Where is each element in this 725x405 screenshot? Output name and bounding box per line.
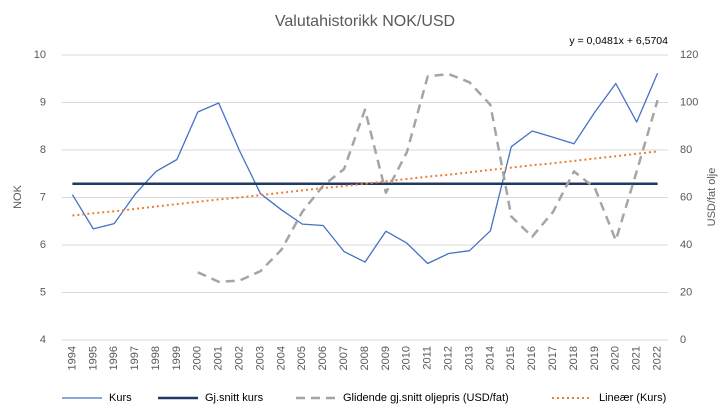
y-tick-label: 7	[40, 191, 46, 203]
x-tick-label: 2006	[317, 346, 329, 370]
x-tick-label: 2000	[192, 346, 204, 370]
x-tick-label: 2011	[422, 346, 434, 370]
y-tick-label: 6	[40, 239, 46, 251]
y-tick-label: 8	[40, 144, 46, 156]
y2-tick-label: 60	[680, 191, 692, 203]
y2-tick-label: 40	[680, 239, 692, 251]
x-tick-label: 1999	[171, 346, 183, 370]
legend-label: Gj.snitt kurs	[205, 392, 264, 404]
x-tick-label: 2013	[463, 346, 475, 370]
y-tick-label: 4	[40, 334, 46, 346]
chart-title: Valutahistorikk NOK/USD	[275, 13, 455, 30]
x-tick-label: 2002	[234, 346, 246, 370]
x-tick-label: 1998	[150, 346, 162, 370]
x-tick-label: 2004	[275, 346, 287, 370]
y2-axis-label: USD/fat olje	[706, 168, 718, 227]
trendline-equation: y = 0,0481x + 6,5704	[569, 35, 668, 47]
y-tick-label: 5	[40, 286, 46, 298]
y2-tick-label: 100	[680, 96, 698, 108]
y2-tick-label: 0	[680, 334, 686, 346]
x-tick-label: 1997	[129, 346, 141, 370]
x-tick-label: 2009	[380, 346, 392, 370]
x-tick-label: 2017	[547, 346, 559, 370]
legend-label: Kurs	[109, 392, 132, 404]
x-tick-label: 2001	[213, 346, 225, 370]
y-axis-label: NOK	[12, 184, 24, 209]
x-tick-label: 2014	[484, 346, 496, 370]
x-tick-label: 1996	[108, 346, 120, 370]
x-tick-label: 2019	[589, 346, 601, 370]
series-line	[197, 72, 659, 284]
y-tick-label: 9	[40, 96, 46, 108]
x-tick-label: 2007	[338, 346, 350, 370]
x-tick-label: 2020	[610, 346, 622, 370]
series-line	[71, 72, 659, 265]
y2-tick-label: 120	[680, 49, 698, 61]
legend-label: Lineær (Kurs)	[599, 392, 666, 404]
y2-tick-label: 20	[680, 286, 692, 298]
x-tick-label: 2016	[526, 346, 538, 370]
x-tick-label: 2008	[359, 346, 371, 370]
x-tick-label: 2003	[254, 346, 266, 370]
x-tick-label: 1995	[87, 346, 99, 370]
legend-label: Glidende gj.snitt oljepris (USD/fat)	[343, 392, 509, 404]
x-tick-label: 2012	[442, 346, 454, 370]
x-tick-label: 2021	[631, 346, 643, 370]
series-line	[72, 150, 658, 217]
x-tick-label: 2018	[568, 346, 580, 370]
x-tick-label: 2015	[505, 346, 517, 370]
x-tick-label: 2022	[651, 346, 663, 370]
x-tick-label: 2005	[296, 346, 308, 370]
y-tick-label: 10	[34, 49, 46, 61]
y2-tick-label: 80	[680, 144, 692, 156]
x-tick-label: 1994	[66, 346, 78, 370]
x-tick-label: 2010	[401, 346, 413, 370]
